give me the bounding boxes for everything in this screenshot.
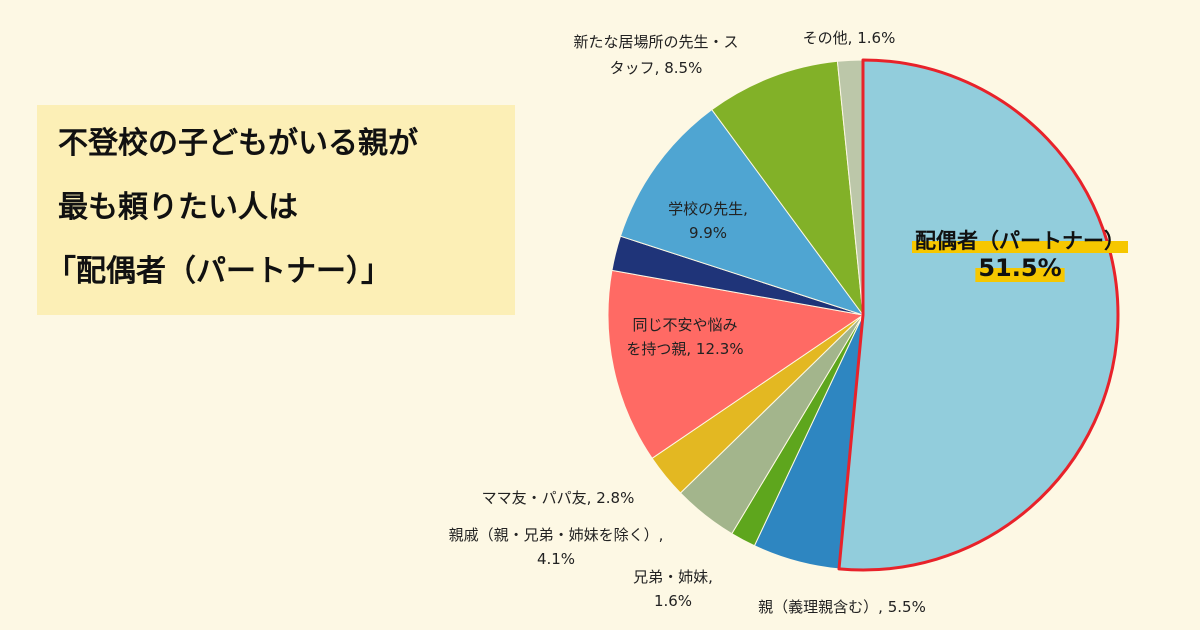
headline-box: [37, 105, 515, 315]
slice-label-line: 1.6%: [654, 592, 692, 610]
slice-label-line: タッフ, 8.5%: [610, 59, 703, 77]
slice-label-line: 51.5%: [978, 254, 1061, 282]
headline-line-2: 最も頼りたい人は: [58, 190, 298, 225]
pie-slice: [619, 108, 865, 316]
slice-label-line: ママ友・パパ友, 2.8%: [482, 489, 635, 507]
slice-label-line: 兄弟・姉妹,: [633, 568, 713, 586]
slice-label-line: 新たな居場所の先生・ス: [573, 33, 738, 51]
headline-line-1: 不登校の子どもがいる親が: [58, 126, 418, 161]
slice-label: ママ友・パパ友, 2.8%: [482, 489, 635, 507]
slice-label-line: その他, 1.6%: [803, 29, 896, 47]
slice-label-line: を持つ親, 12.3%: [626, 340, 743, 358]
slice-label: 親（義理親含む）, 5.5%: [758, 598, 926, 616]
slice-label: 親戚（親・兄弟・姉妹を除く）, 4.1%: [449, 526, 664, 568]
slice-label-line: 配偶者（パートナー）: [915, 229, 1125, 253]
slice-label-line: 学校の先生,: [668, 200, 748, 218]
highlight-outline: [837, 58, 1120, 572]
pie-slices: [607, 58, 1120, 572]
label-highlighter: [912, 241, 1128, 253]
label-highlighter: [975, 268, 1065, 282]
slice-label-line: 親（義理親含む）, 5.5%: [758, 598, 926, 616]
slice-label-line: 同じ不安や悩み: [632, 316, 737, 334]
pie-slice: [838, 59, 1119, 571]
pie-labels: 配偶者（パートナー）51.5% 親（義理親含む）, 5.5% 兄弟・姉妹, 1.6% 親…: [449, 29, 1128, 616]
slice-label: 兄弟・姉妹, 1.6%: [633, 568, 713, 610]
headline-line-3: 「配偶者（パートナー）」: [46, 254, 391, 289]
slice-label-line: 親戚（親・兄弟・姉妹を除く）,: [449, 526, 664, 544]
slice-label-line: 4.1%: [537, 550, 575, 568]
slice-label: 配偶者（パートナー）51.5%: [912, 229, 1128, 282]
slice-label: 学校の先生, 9.9%: [668, 200, 748, 242]
pie-slice: [711, 60, 864, 317]
pie-slice: [607, 269, 865, 460]
slice-label: その他, 1.6%: [803, 29, 896, 47]
slice-label-line: 9.9%: [689, 224, 727, 242]
